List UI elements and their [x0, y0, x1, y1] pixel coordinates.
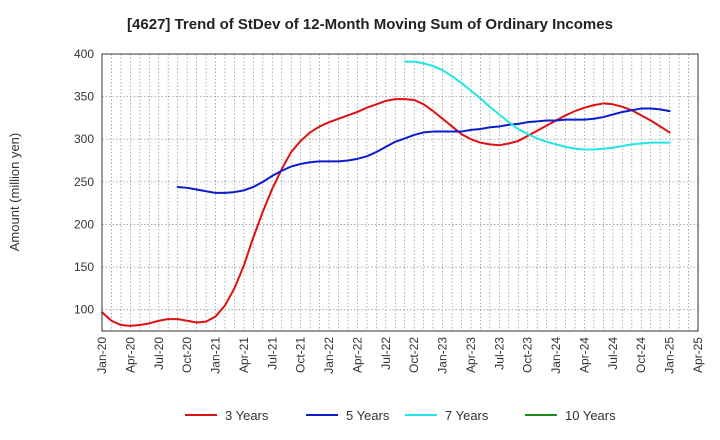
series-line-5-years: [176, 107, 671, 194]
y-axis-ticks: 100 150 200 250 300 350 400: [74, 47, 94, 317]
x-tick-label: Apr-22: [350, 337, 364, 373]
x-tick-label: Oct-21: [294, 337, 308, 373]
x-tick-label: Jul-24: [606, 337, 620, 370]
legend-label: 7 Years: [445, 408, 489, 423]
chart-title: [4627] Trend of StDev of 12-Month Moving…: [127, 16, 613, 33]
x-tick-label: Jan-22: [322, 337, 336, 374]
legend-label: 5 Years: [346, 408, 390, 423]
legend-label: 10 Years: [565, 408, 616, 423]
y-tick-label: 250: [74, 175, 94, 189]
x-axis-ticks: Jan-20 Apr-20 Jul-20 Oct-20 Jan-21 Apr-21 Jul-…: [95, 337, 705, 374]
series-line-7-years: [403, 60, 671, 151]
legend: 3 Years 5 Years 7 Years 10 Years: [185, 408, 616, 423]
legend-label: 3 Years: [225, 408, 269, 423]
series-layer: [101, 60, 671, 327]
y-tick-label: 300: [74, 132, 94, 146]
x-tick-label: Oct-24: [634, 337, 648, 373]
x-tick-label: Oct-20: [180, 337, 194, 373]
y-tick-label: 400: [74, 47, 94, 61]
x-tick-label: Jul-23: [492, 337, 506, 370]
x-tick-label: Jan-21: [209, 337, 223, 374]
plot-area-frame: [101, 53, 699, 332]
x-tick-label: Oct-23: [521, 337, 535, 373]
x-tick-label: Apr-20: [123, 337, 137, 373]
x-tick-label: Jan-24: [549, 337, 563, 374]
y-tick-label: 150: [74, 260, 94, 274]
x-tick-label: Apr-23: [464, 337, 478, 373]
x-tick-label: Apr-25: [691, 337, 705, 373]
x-tick-label: Oct-22: [407, 337, 421, 373]
x-tick-label: Jul-22: [379, 337, 393, 370]
x-tick-label: Apr-21: [237, 337, 251, 373]
series-line-3-years: [101, 98, 671, 327]
y-tick-label: 350: [74, 90, 94, 104]
x-tick-label: Jan-20: [95, 337, 109, 374]
x-tick-label: Jan-23: [436, 337, 450, 374]
x-tick-label: Jul-21: [265, 337, 279, 370]
y-tick-label: 200: [74, 217, 94, 231]
y-tick-label: 100: [74, 303, 94, 317]
x-tick-label: Apr-24: [577, 337, 591, 373]
x-tick-label: Jul-20: [152, 337, 166, 370]
x-tick-label: Jan-25: [663, 337, 677, 374]
grid: [102, 53, 698, 331]
y-axis-label: Amount (million yen): [7, 133, 22, 252]
